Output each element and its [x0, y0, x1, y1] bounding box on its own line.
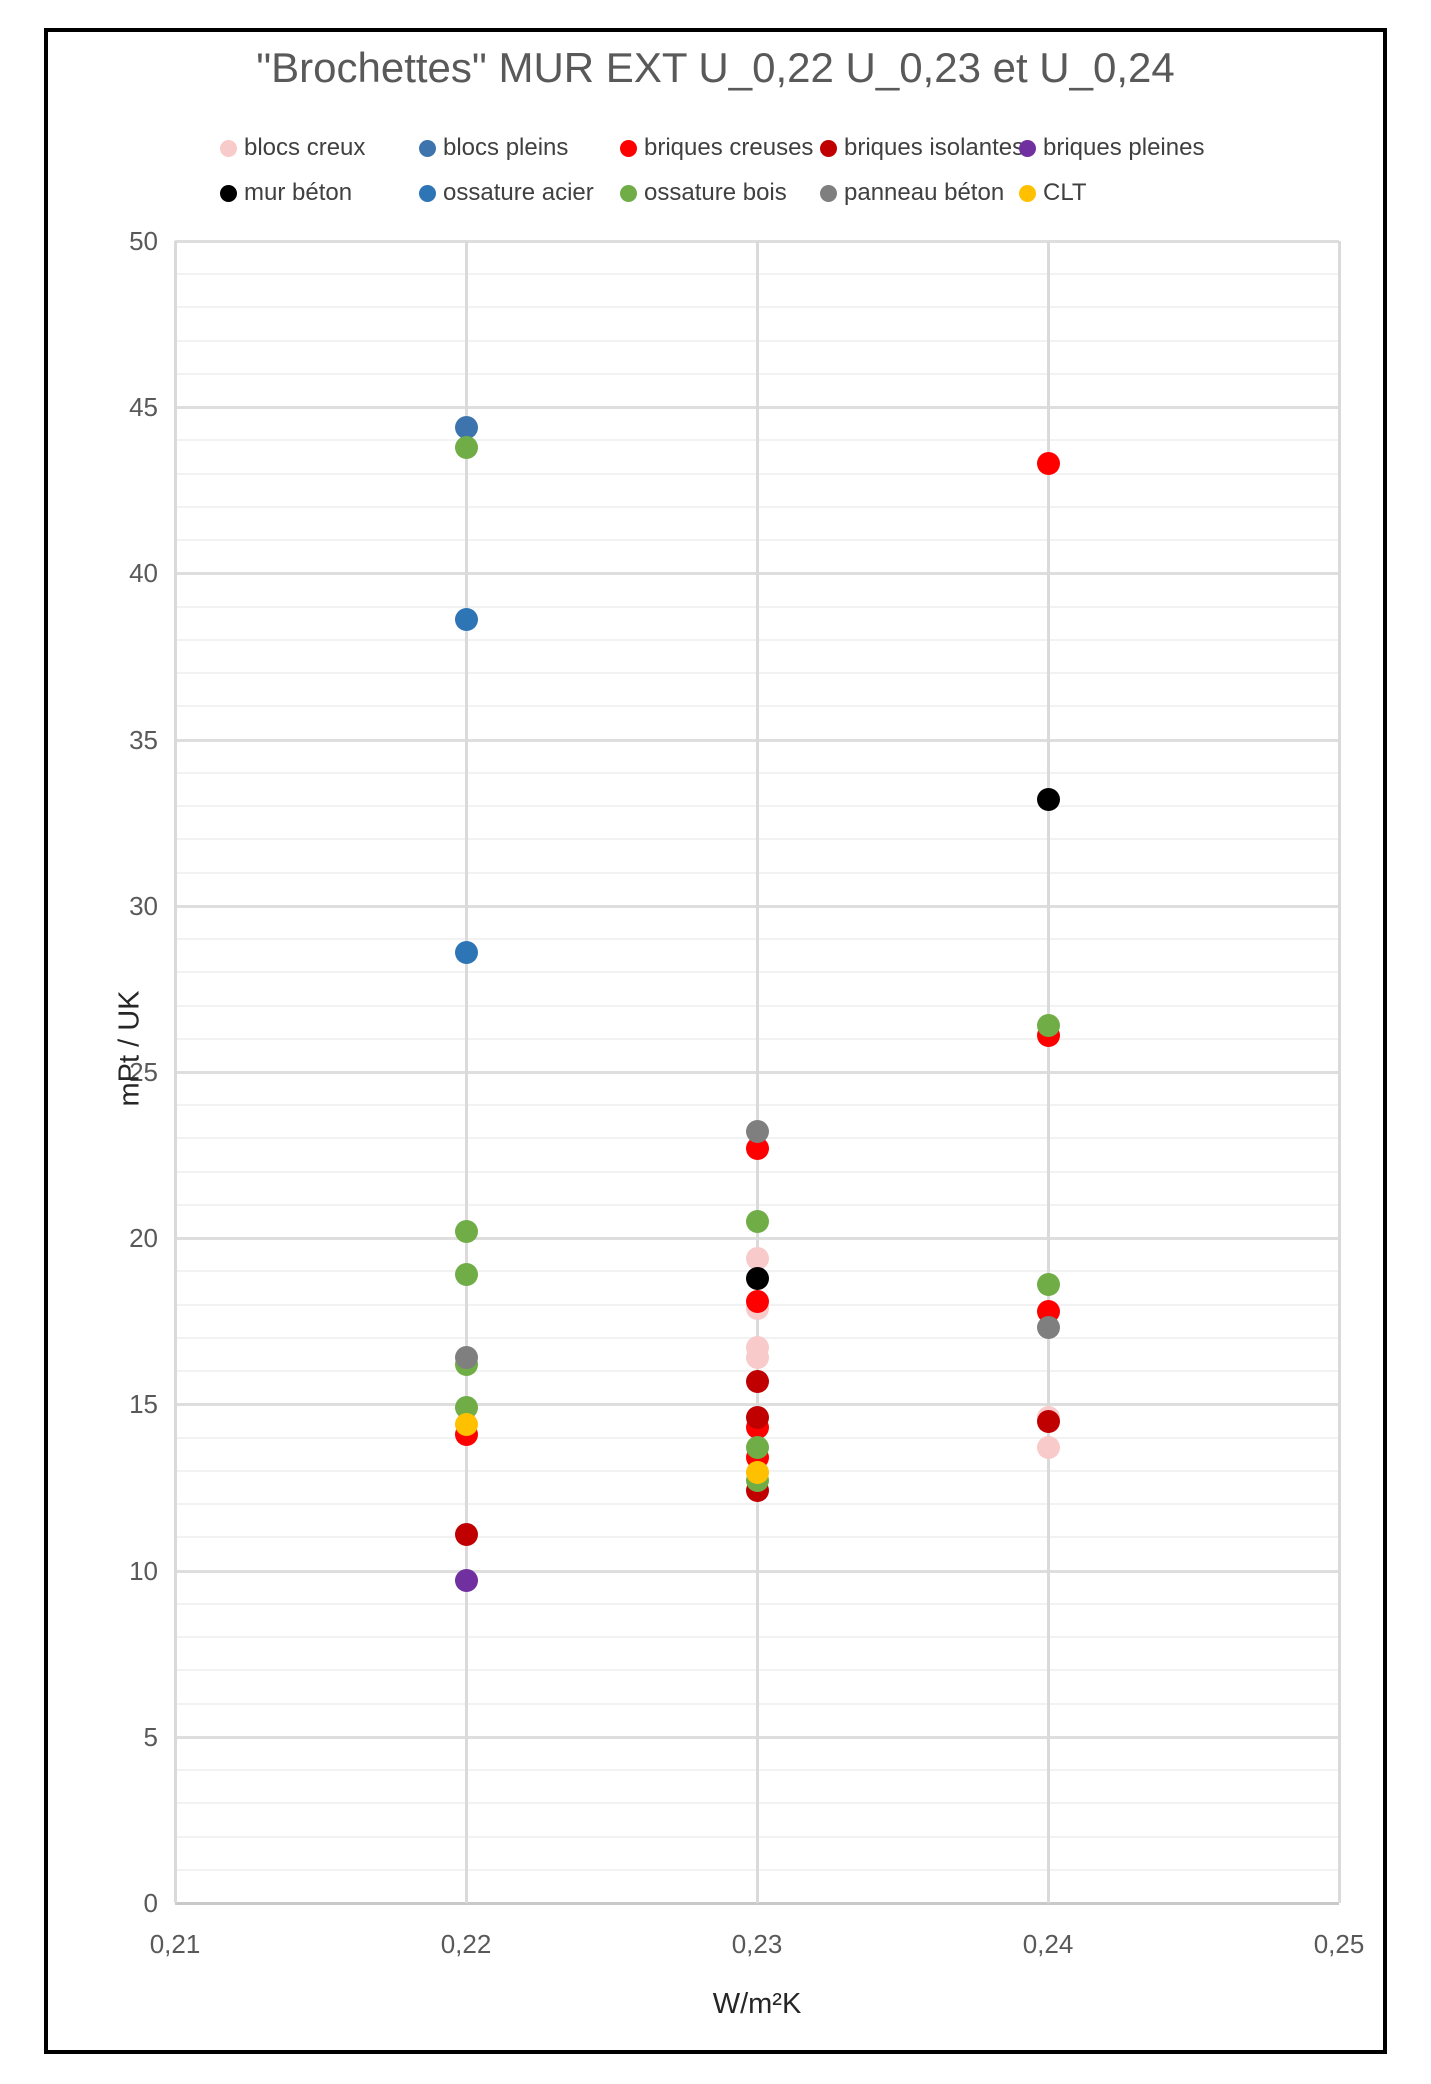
scatter-point-ossature-bois [454, 435, 478, 459]
y-tick-label: 25 [129, 1057, 158, 1087]
y-axis-title: mPt / UK [113, 990, 146, 1107]
legend-item-briques-isolantes: briques isolantes [820, 133, 1024, 163]
y-tick-label: 40 [129, 558, 158, 589]
x-tick-label: 0,22 [440, 1929, 492, 1959]
legend-label: panneau béton [844, 179, 1005, 206]
scatter-point-briques-isolantes [454, 1522, 478, 1546]
legend-label: CLT [1043, 179, 1087, 206]
legend-label: ossature bois [644, 179, 787, 206]
chart-frame [44, 28, 1387, 2054]
x-tick-label: 0,25 [1313, 1929, 1365, 1959]
scatter-point-panneau-béton [1036, 1316, 1060, 1340]
chart-title: "Brochettes" MUR EXT U_0,22 U_0,23 et U_… [256, 44, 1175, 91]
x-tick-label: 0,23 [731, 1929, 783, 1959]
scatter-point-ossature-bois [454, 1220, 478, 1244]
scatter-point-briques-isolantes [745, 1406, 769, 1430]
legend-swatch-icon [220, 184, 237, 202]
legend-swatch-icon [419, 184, 436, 202]
legend-swatch-icon [1019, 184, 1036, 202]
legend-label: blocs pleins [443, 134, 569, 161]
x-tick-label: 0,24 [1022, 1929, 1074, 1959]
scatter-point-panneau-béton [745, 1120, 769, 1144]
legend-label: blocs creux [244, 134, 366, 161]
vertical-gridline [1046, 241, 1050, 1903]
x-axis-title: W/m²K [712, 1988, 802, 2020]
y-tick-label: 20 [129, 1223, 158, 1254]
scatter-point-clt [745, 1461, 769, 1485]
scatter-point-ossature-acier [454, 940, 478, 964]
legend-label: briques isolantes [844, 134, 1025, 161]
legend-item-mur-béton: mur béton [220, 178, 352, 208]
legend-item-blocs-pleins: blocs pleins [419, 133, 568, 163]
scatter-point-panneau-béton [454, 1346, 478, 1370]
legend-swatch-icon [820, 184, 837, 202]
scatter-point-ossature-bois [745, 1210, 769, 1234]
vertical-gridline [464, 241, 468, 1903]
scatter-point-briques-isolantes [745, 1369, 769, 1393]
y-tick-label: 5 [143, 1721, 158, 1752]
scatter-point-ossature-acier [454, 608, 478, 632]
plot-area [173, 240, 1341, 1905]
y-tick-label: 50 [129, 226, 158, 256]
y-tick-label: 30 [129, 890, 158, 921]
legend-label: briques creuses [644, 134, 814, 161]
x-tick-label: 0,21 [149, 1929, 201, 1959]
scatter-point-mur-béton [1036, 787, 1060, 811]
legend-swatch-icon [419, 139, 436, 157]
scatter-point-clt [454, 1412, 478, 1436]
y-tick-label: 10 [129, 1555, 158, 1586]
legend-swatch-icon [1019, 139, 1036, 157]
scatter-point-mur-béton [745, 1266, 769, 1290]
scatter-point-briques-pleines [454, 1569, 478, 1593]
legend-swatch-icon [620, 184, 637, 202]
scatter-point-blocs-creux [745, 1346, 769, 1370]
scatter-point-ossature-bois [454, 1263, 478, 1287]
legend-item-clt: CLT [1019, 178, 1087, 208]
legend-item-briques-pleines: briques pleines [1019, 133, 1204, 163]
vertical-gridline [755, 241, 759, 1903]
legend-item-briques-creuses: briques creuses [620, 133, 813, 163]
y-tick-label: 15 [129, 1389, 158, 1420]
scatter-point-ossature-bois [745, 1436, 769, 1460]
scatter-point-briques-creuses [745, 1136, 769, 1160]
legend-swatch-icon [620, 139, 637, 157]
scatter-point-briques-creuses [745, 1289, 769, 1313]
scatter-point-blocs-pleins [454, 415, 478, 439]
legend-label: mur béton [244, 179, 353, 206]
scatter-point-briques-isolantes [1036, 1409, 1060, 1433]
legend-label: ossature acier [443, 179, 594, 206]
legend-item-blocs-creux: blocs creux [220, 133, 365, 163]
legend-swatch-icon [220, 139, 237, 157]
legend-item-ossature-bois: ossature bois [620, 178, 787, 208]
legend-item-panneau-béton: panneau béton [820, 178, 1004, 208]
vertical-gridline [173, 241, 177, 1903]
y-tick-label: 45 [129, 392, 158, 423]
major-gridline [175, 1902, 1339, 1905]
y-tick-label: 35 [129, 724, 158, 755]
scatter-point-ossature-bois [1036, 1273, 1060, 1297]
scatter-point-blocs-creux [1036, 1436, 1060, 1460]
scatter-point-blocs-creux [745, 1246, 769, 1270]
legend-item-ossature-acier: ossature acier [419, 178, 594, 208]
vertical-gridline [1337, 241, 1341, 1903]
scatter-point-briques-creuses [1036, 452, 1060, 476]
legend-label: briques pleines [1043, 134, 1205, 161]
scatter-point-ossature-bois [1036, 1013, 1060, 1037]
legend-swatch-icon [820, 139, 837, 157]
y-tick-label: 0 [143, 1888, 158, 1918]
